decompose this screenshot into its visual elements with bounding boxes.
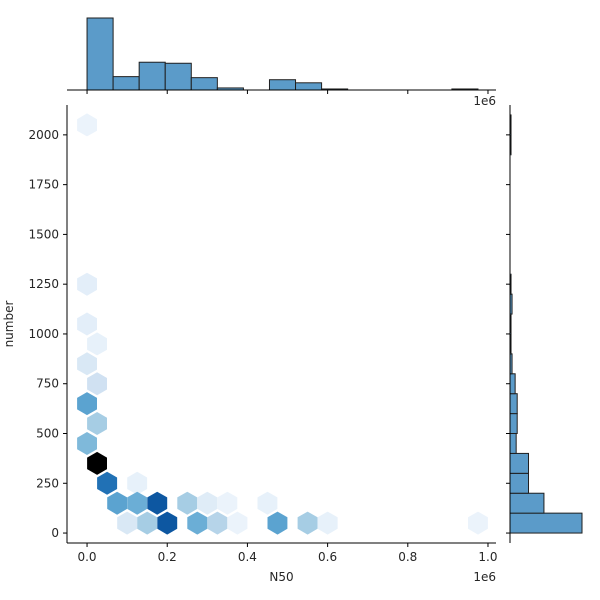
- hexbin-cell: [217, 491, 238, 515]
- y-tick-label: 0: [51, 526, 59, 540]
- top-histogram-bar: [112, 76, 140, 91]
- right-histogram-bar: [509, 452, 530, 474]
- hexbin-cell: [127, 471, 148, 495]
- joint-axes: 0.0 0.2 0.4 0.6 0.8 1.0 0 250 500 750 1000 1250 1500…: [28, 105, 498, 564]
- top-histogram-bar: [190, 77, 218, 91]
- hexbin-cell: [77, 352, 97, 376]
- y-tick-label: 250: [36, 476, 59, 490]
- hexbin-cell: [137, 511, 158, 535]
- y-tick-label: 1250: [28, 277, 59, 291]
- hexbin-cell: [197, 491, 218, 515]
- top-histogram-bar: [164, 62, 192, 91]
- hexbin-cell: [77, 392, 97, 416]
- y-tick-label: 1500: [28, 227, 59, 241]
- hexbin-cell: [87, 372, 107, 396]
- x-tick-label: 0.0: [77, 550, 96, 564]
- y-tick-label: 1000: [28, 327, 59, 341]
- y-tick-label: 1750: [28, 178, 59, 192]
- hexbin-cell: [257, 491, 278, 515]
- hexbin-cell: [317, 511, 338, 535]
- hexbin-cell: [227, 511, 248, 535]
- hexbin-cell: [77, 272, 97, 296]
- top-histogram-bar: [138, 61, 166, 91]
- x-axis-label: N50: [269, 570, 293, 584]
- hexbin-cell: [87, 332, 107, 356]
- hexbin-cell: [87, 412, 107, 435]
- right-histogram-bar: [509, 373, 516, 395]
- hexbin-cell: [97, 471, 118, 495]
- top-histogram-bar: [268, 79, 297, 91]
- y-tick-label: 500: [36, 427, 59, 441]
- hexbin-cell: [207, 511, 228, 535]
- x-tick-label: 0.8: [398, 550, 417, 564]
- top-marginal-axes: [67, 17, 496, 94]
- top-histogram-bar: [86, 17, 114, 91]
- hexbin-cell: [77, 312, 97, 336]
- y-tick-label: 750: [36, 377, 59, 391]
- top-histogram-bar: [295, 82, 323, 91]
- hexbin-cell: [468, 511, 488, 535]
- hexbin-cell: [297, 511, 318, 535]
- x-tick-label: 0.6: [318, 550, 337, 564]
- hexbin-cell: [267, 511, 288, 535]
- x-tick-label: 0.2: [158, 550, 177, 564]
- hexbin-cell: [177, 491, 198, 515]
- right-histogram-bar: [509, 393, 518, 415]
- x-tick-label: 1.0: [478, 550, 497, 564]
- hexbin-cell: [147, 491, 168, 515]
- hexbin-cell: [87, 451, 107, 475]
- hexbin-cell: [157, 511, 178, 535]
- hexbin-cell: [77, 432, 97, 455]
- y-tick-label: 2000: [28, 128, 59, 142]
- x-tick-label: 0.4: [238, 550, 257, 564]
- right-histogram-bar: [509, 512, 583, 534]
- hexbin-cell: [107, 491, 128, 515]
- right-marginal-axes: [506, 105, 583, 543]
- right-histogram-bar: [509, 413, 518, 435]
- top-offset-label: 1e6: [473, 94, 496, 108]
- hexbin-cell: [187, 511, 208, 535]
- right-histogram-bar: [509, 492, 545, 514]
- hexbin-cell: [127, 491, 148, 515]
- x-offset-label: 1e6: [473, 570, 496, 584]
- right-histogram-bar: [509, 472, 530, 494]
- right-histogram-bar: [509, 433, 517, 454]
- y-axis-label: number: [2, 301, 16, 348]
- hexbin-cell: [117, 511, 138, 535]
- hexbin-cell: [77, 113, 97, 137]
